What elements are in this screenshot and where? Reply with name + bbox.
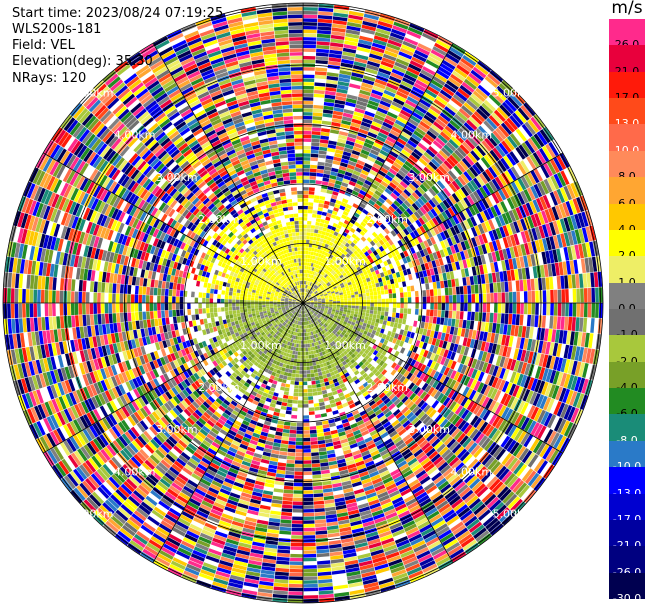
colorbar-segment xyxy=(609,335,645,363)
nrays-label: NRays: 120 xyxy=(12,71,86,87)
range-ring-label: 2.00km xyxy=(198,213,240,226)
range-ring-label: 5.00km xyxy=(72,87,114,100)
range-ring-label: 1.00km xyxy=(324,255,366,268)
colorbar-segment xyxy=(609,45,645,73)
range-ring-label: 4.00km xyxy=(114,129,156,142)
range-ring-label: 5.00km xyxy=(493,507,535,520)
colorbar-segment xyxy=(609,309,645,336)
colorbar-segment xyxy=(609,71,645,99)
colorbar-segment xyxy=(609,98,645,125)
ppi-velocity-plot: 1.00km 1.00km 1.00km 1.00km 2.00km 2.00km 2.00… xyxy=(2,2,604,604)
range-ring-label: 4.00km xyxy=(451,465,493,478)
azimuth-spoke xyxy=(42,152,304,304)
colorbar: 26.021.017.013.010.08.06.04.02.01.00.0-1… xyxy=(609,19,645,605)
range-ring-label: 2.00km xyxy=(198,381,240,394)
field-label: Field: VEL xyxy=(12,38,75,54)
colorbar-segment xyxy=(609,467,645,495)
azimuth-spoke xyxy=(302,152,564,304)
colorbar-segment xyxy=(609,440,645,468)
range-ring-label: 4.00km xyxy=(451,129,493,142)
azimuth-spoke xyxy=(302,42,454,304)
azimuth-spoke xyxy=(152,42,304,304)
azimuth-spoke xyxy=(42,302,304,454)
range-ring-label: 4.00km xyxy=(114,465,156,478)
colorbar-segment xyxy=(609,414,645,442)
range-ring-label: 2.00km xyxy=(366,381,408,394)
colorbar-segment xyxy=(609,388,645,415)
range-ring-label: 5.00km xyxy=(493,87,535,100)
range-ring-label: 3.00km xyxy=(408,171,450,184)
colorbar-segment xyxy=(609,150,645,178)
elevation-label: Elevation(deg): 35.30 xyxy=(12,54,153,70)
colorbar-segment xyxy=(609,519,645,547)
range-ring-label: 3.00km xyxy=(156,423,198,436)
colorbar-segment xyxy=(609,493,645,521)
colorbar-segment xyxy=(609,177,645,205)
colorbar-segment xyxy=(609,203,645,231)
colorbar-segment xyxy=(609,546,645,574)
range-ring-label: 2.00km xyxy=(366,213,408,226)
azimuth-spoke xyxy=(302,302,454,564)
start-time-label: Start time: 2023/08/24 07:19:25 xyxy=(12,6,223,22)
colorbar-segment xyxy=(609,229,645,257)
range-ring-labels: 1.00km 1.00km 1.00km 1.00km 2.00km 2.00km 2.00… xyxy=(72,87,534,521)
instrument-label: WLS200s-181 xyxy=(12,22,101,38)
azimuth-spokes xyxy=(3,3,603,603)
colorbar-segment xyxy=(609,19,645,46)
azimuth-spoke xyxy=(152,302,304,564)
range-ring-label: 1.00km xyxy=(240,255,282,268)
range-ring-label: 1.00km xyxy=(240,339,282,352)
range-ring-label: 3.00km xyxy=(408,423,450,436)
colorbar-segment xyxy=(609,572,645,600)
colorbar-segment xyxy=(609,124,645,152)
range-ring-label: 1.00km xyxy=(324,339,366,352)
range-ring-label: 3.00km xyxy=(156,171,198,184)
colorbar-segment xyxy=(609,256,645,284)
range-ring-label: 5.00km xyxy=(72,507,114,520)
colorbar-segment xyxy=(609,361,645,389)
azimuth-spoke xyxy=(302,302,564,454)
colorbar-segment xyxy=(609,282,645,310)
colorbar-label: -30.0 xyxy=(609,592,645,605)
colorbar-unit: m/s xyxy=(607,0,647,18)
